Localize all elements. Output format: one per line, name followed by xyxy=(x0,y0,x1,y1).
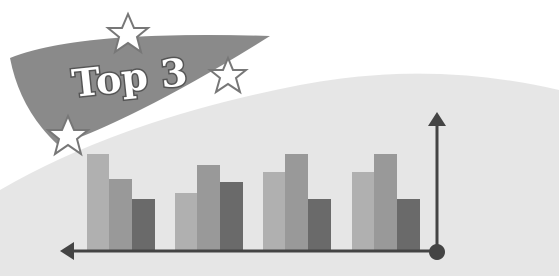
bar xyxy=(397,199,420,250)
bar xyxy=(263,172,285,250)
bar xyxy=(285,154,308,250)
page: {"banner": {"title": "Top 3"}} Top 3 (()… xyxy=(0,0,559,276)
bar xyxy=(132,199,155,250)
bar xyxy=(109,179,132,250)
bar xyxy=(308,199,331,250)
bar xyxy=(352,172,374,250)
illustration: Top 3 xyxy=(0,0,559,276)
bar xyxy=(220,182,243,250)
bar xyxy=(175,193,197,250)
bar xyxy=(374,154,397,250)
bar xyxy=(87,154,109,250)
bar xyxy=(197,165,220,250)
origin-dot xyxy=(429,244,445,260)
